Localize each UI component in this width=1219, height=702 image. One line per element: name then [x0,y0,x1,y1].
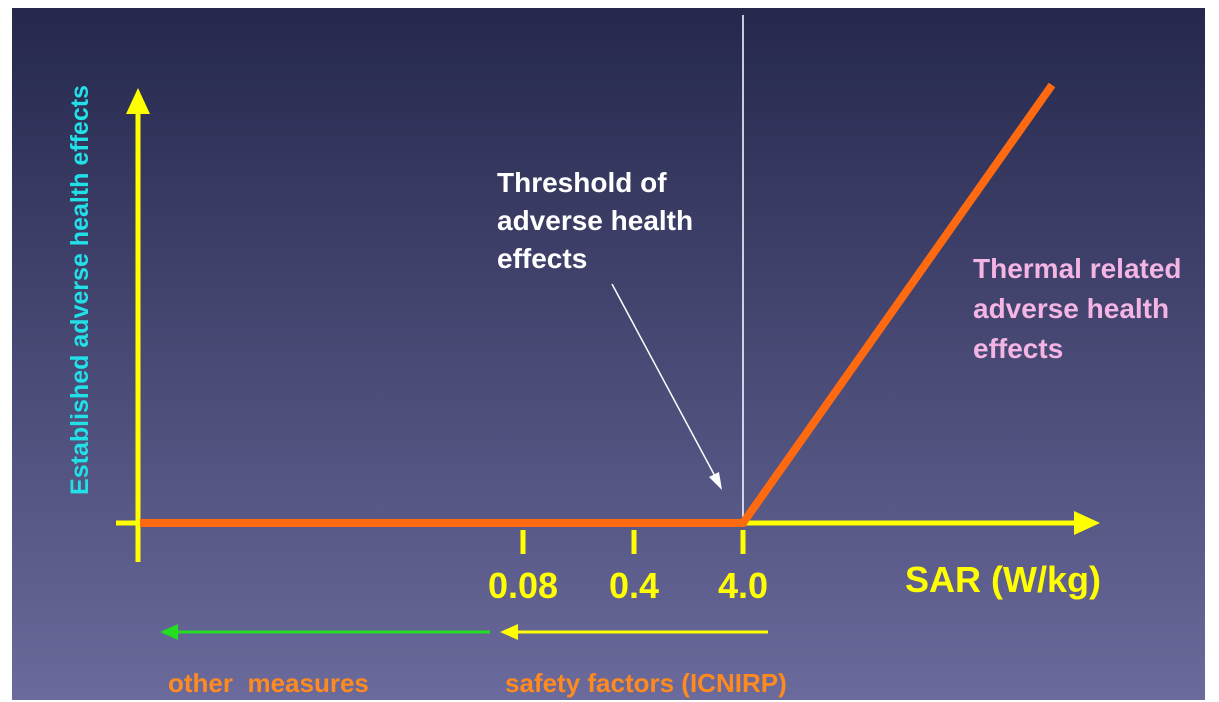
tick-label: 0.08 [488,565,558,606]
thermal-label: Thermal related [973,253,1182,284]
response-curve [140,82,1056,527]
threshold-label: effects [497,243,587,274]
x-axis-label: SAR (W/kg) [905,559,1101,600]
background [12,8,1205,700]
threshold-label: adverse health [497,205,693,236]
x-axis-arrow [1074,511,1100,535]
y-axis-label: Established adverse health effects [66,85,94,495]
tick-label: 4.0 [718,565,768,606]
threshold-label: Threshold of [497,167,667,198]
safety-arrow-head [500,624,518,640]
safety-factors-label: safety factors (ICNIRP) [505,668,787,698]
pointer-arrow [611,283,717,479]
pointer-arrow-head [709,472,722,490]
other-arrow-head [160,624,178,640]
thermal-label: effects [973,333,1063,364]
other-measures-label: other measures [168,668,369,698]
tick-label: 0.4 [609,565,659,606]
thermal-label: adverse health [973,293,1169,324]
y-axis-arrow [126,88,150,114]
